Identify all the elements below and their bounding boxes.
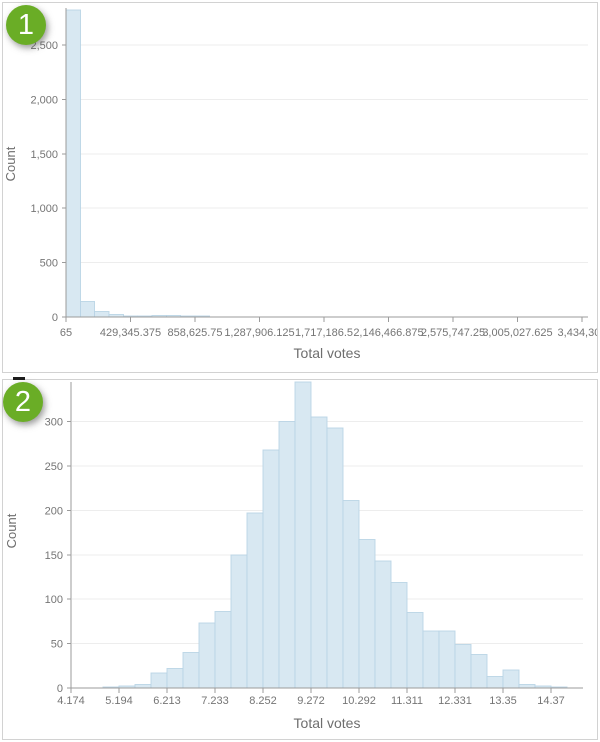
y-tick-label: 500 [40,258,58,270]
histogram-bar[interactable] [454,643,472,689]
x-tick-label: 5.194 [105,695,133,707]
x-tick-label: 11.311 [391,695,423,707]
histogram-bar[interactable] [294,381,312,689]
histogram-bar[interactable] [262,449,280,689]
step-badge-1: 1 [6,5,46,45]
histogram-bar[interactable] [246,512,264,689]
histogram-bar[interactable] [390,581,408,689]
histogram-bar[interactable] [358,539,376,689]
x-tick-label: 8.252 [249,695,277,707]
y-axis-title: Count [4,513,19,548]
y-tick-label: 0 [57,683,63,695]
histogram-bar[interactable] [65,9,81,318]
histogram-bar[interactable] [470,653,488,689]
x-tick-label: 10.292 [342,695,376,707]
x-axis-title: Total votes [294,345,361,361]
histogram-card-1: 0 500 1,000 1,500 2,000 2,500 65 429,345.375 858… [2,2,598,373]
histogram-bar[interactable] [422,630,440,689]
y-tick-label: 150 [45,550,63,562]
x-tick-label: 429,345.375 [100,327,161,339]
histogram-bar[interactable] [182,651,200,689]
y-tick-label: 1,500 [30,149,58,161]
y-tick-label: 100 [45,594,63,606]
histogram-bar[interactable] [134,683,152,689]
histogram-bar[interactable] [502,669,520,689]
histogram-bar[interactable] [310,416,328,689]
histogram-bar[interactable] [214,611,232,689]
y-tick-label: 2,000 [30,94,58,106]
histogram-bar[interactable] [150,672,168,689]
y-tick-label: 300 [45,417,63,429]
x-tick-label: 7.233 [201,695,229,707]
histogram-bar[interactable] [374,560,392,689]
histogram-card-2: 0 50 100 150 200 250 300 4.174 5.194 6.213 7.233 8.… [2,379,598,740]
x-tick-label: 858,625.75 [167,327,222,339]
histogram-bar[interactable] [406,612,424,689]
histogram-bar[interactable] [486,675,504,689]
x-tick-label: 1,717,186.5 [295,327,353,339]
x-tick-label: 65 [60,327,72,339]
x-tick-label: 2,575,747.25 [421,327,485,339]
y-tick-label: 1,000 [30,203,58,215]
y-tick-label: 250 [45,461,63,473]
histogram-bar[interactable] [166,667,184,689]
histogram-bar[interactable] [438,630,456,689]
histogram-chart-raw-total-votes[interactable]: 0 500 1,000 1,500 2,000 2,500 65 429,345.375 858… [3,3,597,372]
x-tick-label: 4.174 [57,695,85,707]
y-axis-title: Count [3,146,18,181]
x-tick-label: 3,005,027.625 [482,327,552,339]
x-tick-label: 2,146,466.875 [353,327,423,339]
x-tick-label: 13.35 [489,695,517,707]
y-tick-label: 50 [51,639,63,651]
y-tick-label: 2,500 [30,40,58,52]
x-tick-label: 3,434,308 [558,327,597,339]
histogram-bar[interactable] [94,310,110,318]
x-tick-label: 9.272 [297,695,325,707]
y-tick-label: 0 [52,312,58,324]
histogram-bar[interactable] [278,421,296,689]
histogram-bar[interactable] [198,622,216,689]
histogram-bar[interactable] [230,554,248,689]
ui-artifact-dash [13,377,25,380]
histogram-bar[interactable] [79,300,96,318]
x-tick-label: 12.331 [438,695,472,707]
histogram-bar[interactable] [518,683,536,689]
y-tick-label: 200 [45,505,63,517]
histogram-bar[interactable] [326,427,344,689]
x-tick-label: 1,287,906.125 [224,327,294,339]
x-tick-label: 6.213 [153,695,181,707]
step-badge-2: 2 [3,382,43,422]
x-tick-label: 14.37 [537,695,565,707]
histogram-chart-log-total-votes[interactable]: 0 50 100 150 200 250 300 4.174 5.194 6.213 7.233 8.… [3,380,597,739]
histogram-bar[interactable] [342,500,360,689]
x-axis-title: Total votes [294,715,361,731]
